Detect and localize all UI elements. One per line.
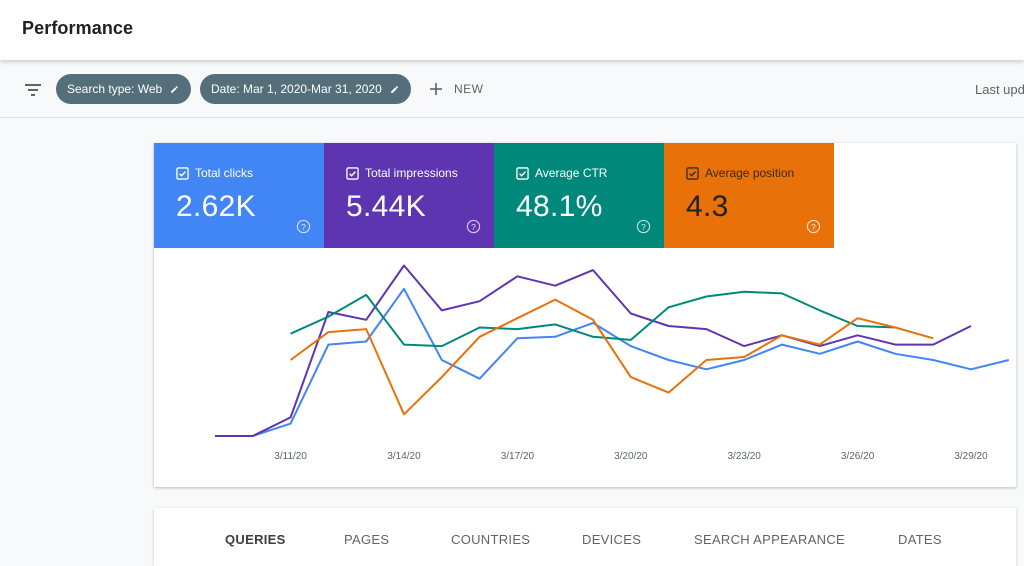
metric-label: Average position <box>705 166 795 180</box>
search-type-label: Search type: Web <box>67 82 163 96</box>
plus-icon <box>430 83 442 95</box>
top-app-bar: Performance <box>0 0 1024 60</box>
page-title: Performance <box>22 18 134 38</box>
date-chip[interactable]: Date: Mar 1, 2020-Mar 31, 2020 <box>200 74 411 104</box>
checkbox-checked-icon <box>686 166 699 180</box>
metric-label: Total impressions <box>365 166 458 180</box>
metric-label-row: Average CTR <box>516 166 607 180</box>
filter-bar: Search type: Web Date: Mar 1, 2020-Mar 3… <box>0 62 1024 118</box>
edit-icon <box>171 85 178 93</box>
help-icon[interactable]: ? <box>636 219 651 234</box>
x-tick-label: 3/26/20 <box>841 451 875 462</box>
svg-text:?: ? <box>641 222 646 232</box>
checkbox-checked-icon <box>346 166 359 180</box>
performance-line-chart[interactable]: 3/11/20 3/14/20 3/17/20 3/20/20 3/23/20 3/26/… <box>154 248 1016 487</box>
series-line-0 <box>215 287 1010 437</box>
tab-devices[interactable]: DEVICES <box>582 532 642 547</box>
metric-value: 2.62K <box>176 190 256 223</box>
x-tick-label: 3/29/20 <box>954 451 988 462</box>
tab-queries[interactable]: QUERIES <box>225 532 286 547</box>
edit-icon <box>390 85 398 93</box>
metric-value: 48.1% <box>516 190 603 223</box>
filter-icon[interactable] <box>24 81 42 99</box>
series-line-2 <box>290 290 896 348</box>
metric-label-row: Total impressions <box>346 166 458 180</box>
metric-label: Average CTR <box>535 166 608 180</box>
x-tick-label: 3/14/20 <box>387 451 421 462</box>
new-filter-button[interactable]: NEW <box>428 78 484 100</box>
tab-dates[interactable]: DATES <box>898 532 942 547</box>
metric-label-row: Total clicks <box>176 166 253 180</box>
search-type-chip[interactable]: Search type: Web <box>56 74 191 104</box>
tab-pages[interactable]: PAGES <box>344 532 390 547</box>
x-tick-label: 3/20/20 <box>614 451 648 462</box>
metric-total-impressions[interactable]: Total impressions 5.44K ? <box>324 143 494 248</box>
svg-text:?: ? <box>471 222 476 232</box>
metric-average-ctr[interactable]: Average CTR 48.1% ? <box>494 143 664 248</box>
new-filter-label: NEW <box>454 82 484 96</box>
metric-value: 5.44K <box>346 190 426 223</box>
metric-label: Total clicks <box>195 166 254 180</box>
svg-text:?: ? <box>301 222 306 232</box>
last-updated-text: Last upd <box>975 82 1024 97</box>
checkbox-checked-icon <box>176 166 189 180</box>
series-line-3 <box>290 298 934 416</box>
help-icon[interactable]: ? <box>466 219 481 234</box>
date-label: Date: Mar 1, 2020-Mar 31, 2020 <box>211 82 382 96</box>
series-line-1 <box>215 264 972 437</box>
performance-chart-card: Total clicks 2.62K ? Total impressions 5… <box>154 143 1016 487</box>
tab-countries[interactable]: COUNTRIES <box>451 532 531 547</box>
metric-total-clicks[interactable]: Total clicks 2.62K ? <box>154 143 324 248</box>
dimension-tabs: QUERIES PAGES COUNTRIES DEVICES SEARCH A… <box>154 508 1016 566</box>
x-tick-label: 3/23/20 <box>728 451 762 462</box>
svg-text:?: ? <box>811 222 816 232</box>
x-tick-label: 3/17/20 <box>501 451 535 462</box>
metric-average-position[interactable]: Average position 4.3 ? <box>664 143 834 248</box>
x-tick-label: 3/11/20 <box>274 451 307 462</box>
metric-label-row: Average position <box>686 166 794 180</box>
checkbox-checked-icon <box>516 166 529 180</box>
help-icon[interactable]: ? <box>296 219 311 234</box>
help-icon[interactable]: ? <box>806 219 821 234</box>
metric-value: 4.3 <box>686 190 729 223</box>
tab-search-appearance[interactable]: SEARCH APPEARANCE <box>694 532 846 547</box>
